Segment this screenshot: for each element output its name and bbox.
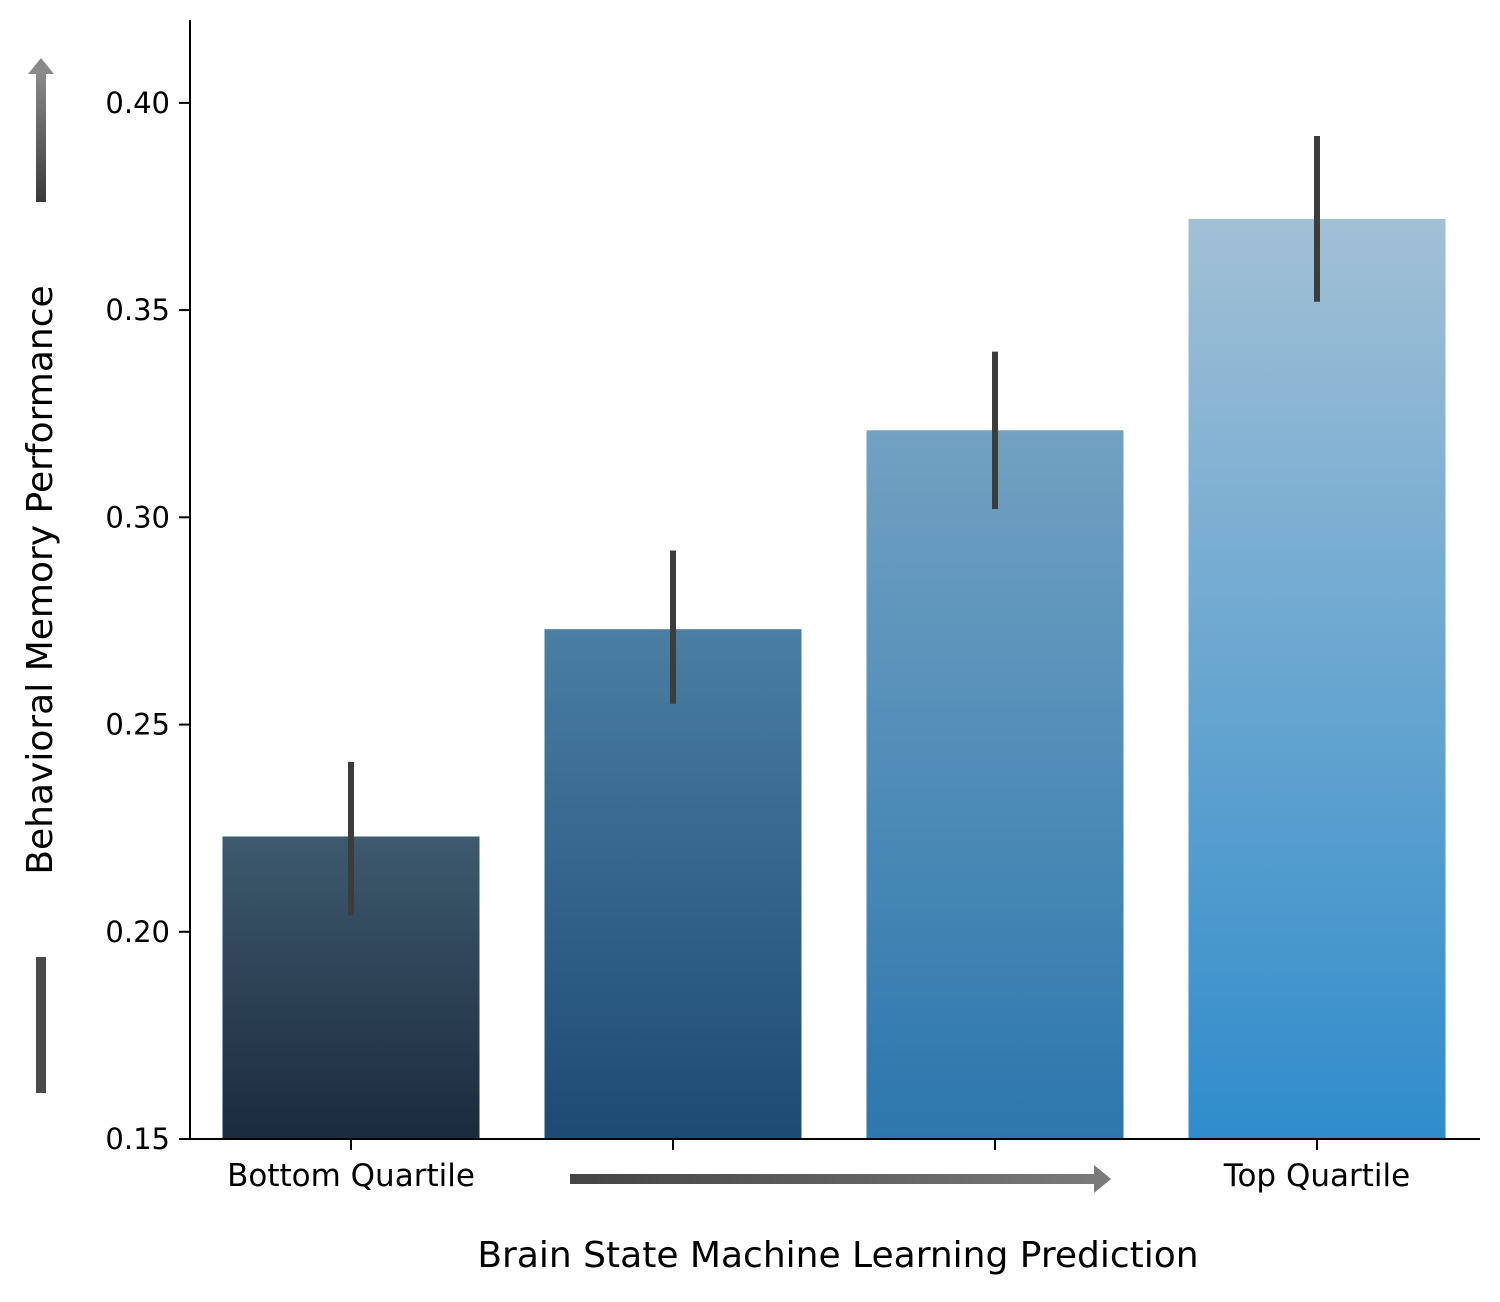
y-ticks-group: 0.15 0.20 0.25 0.30 0.35 0.40 xyxy=(105,86,190,1156)
y-tick-label-3: 0.25 xyxy=(105,708,170,742)
bar-4 xyxy=(1188,218,1446,1139)
bars-group xyxy=(222,218,1446,1139)
error-bars-group xyxy=(348,136,1320,916)
x-axis-title: Brain State Machine Learning Prediction xyxy=(477,1235,1198,1276)
y-tick-label-5: 0.35 xyxy=(105,293,170,327)
x-ticks-group: Bottom Quartile Top Quartile xyxy=(227,1139,1410,1194)
y-direction-arrow xyxy=(28,58,54,1093)
y-tick-label-1: 0.15 xyxy=(105,1122,170,1156)
y-tick-label-4: 0.30 xyxy=(105,500,170,534)
x-tick-label-1: Bottom Quartile xyxy=(227,1158,475,1194)
bar-2 xyxy=(544,629,802,1139)
bar-3 xyxy=(866,430,1124,1139)
x-tick-label-4: Top Quartile xyxy=(1223,1158,1410,1194)
y-tick-label-2: 0.20 xyxy=(105,915,170,949)
y-tick-label-6: 0.40 xyxy=(105,86,170,120)
y-axis-title: Behavioral Memory Performance xyxy=(20,285,61,874)
x-direction-arrow xyxy=(570,1165,1111,1193)
